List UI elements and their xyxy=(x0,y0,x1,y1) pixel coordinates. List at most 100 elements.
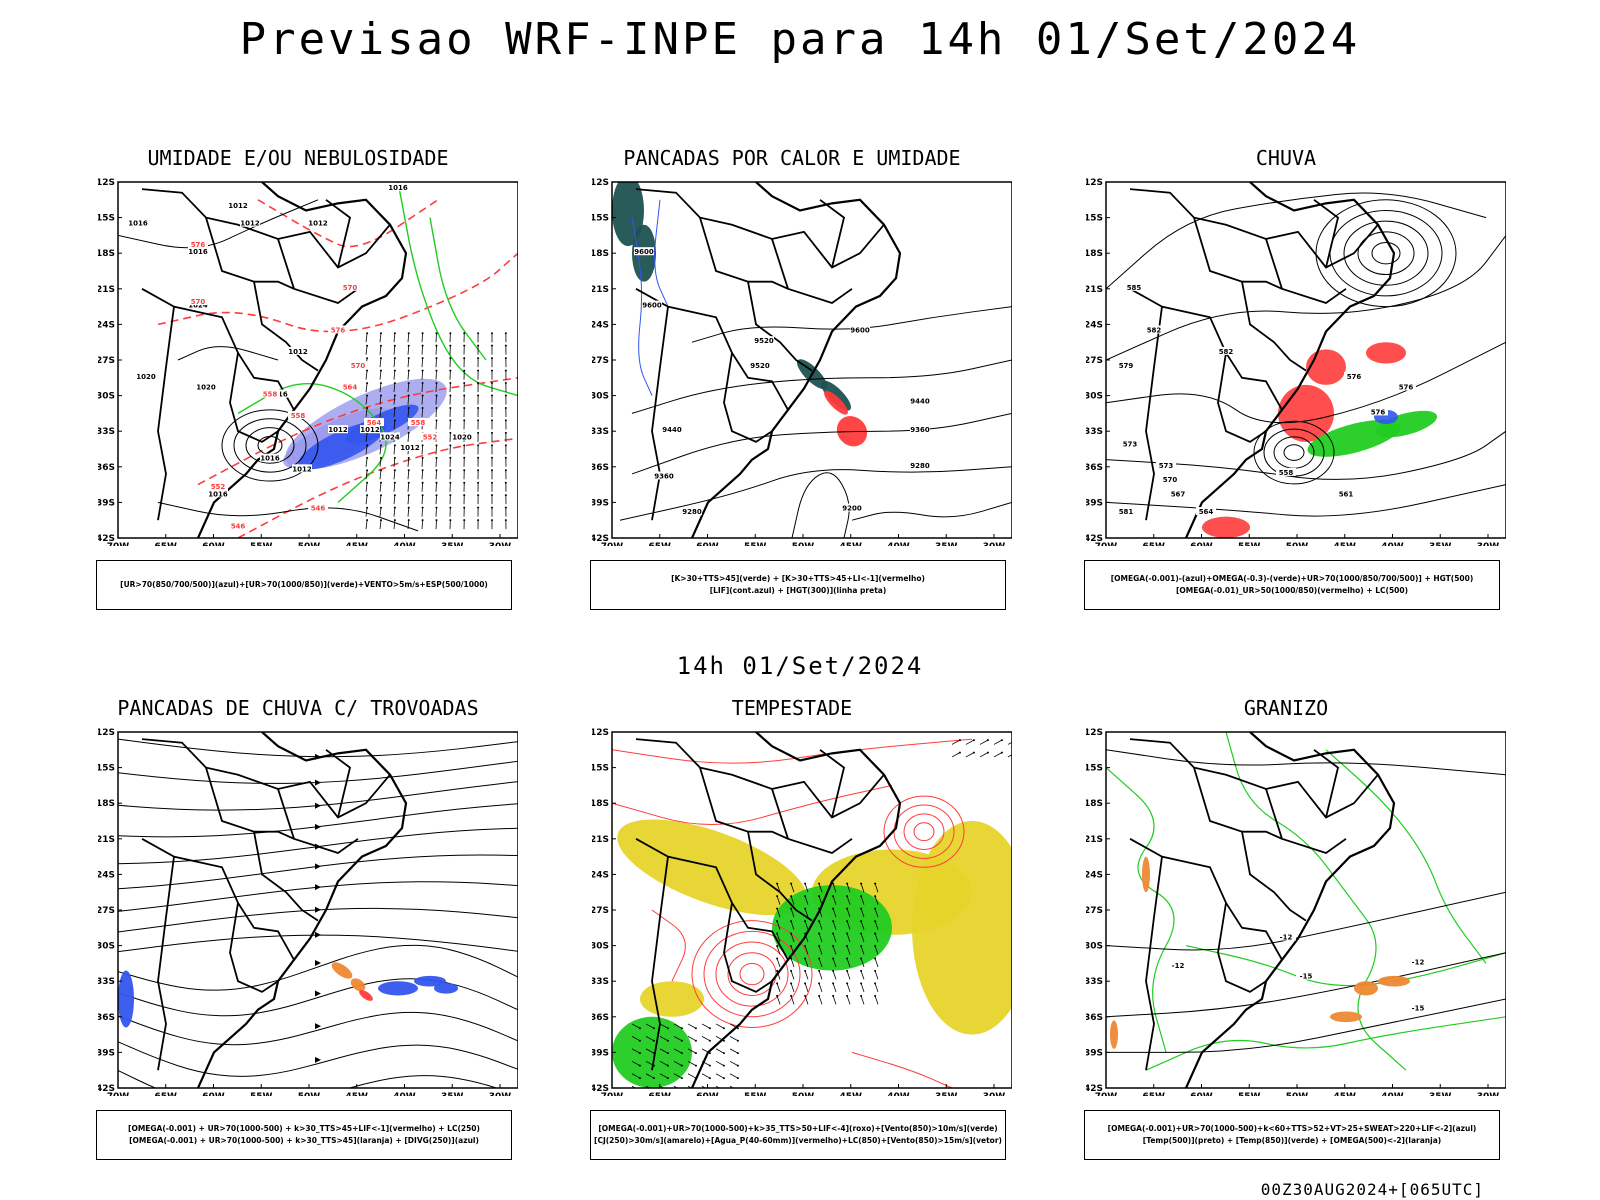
lc850-streamline xyxy=(739,962,765,986)
wind-vector xyxy=(393,370,396,380)
wind-vector-head xyxy=(818,994,821,997)
wind-vector-head xyxy=(379,344,382,347)
label-bg xyxy=(188,297,208,306)
legend-line: [OMEGA(-0.001) + UR>70(1000-500) + k>30_… xyxy=(128,1124,480,1133)
wind-vector xyxy=(846,983,851,993)
temp850-contour xyxy=(1145,1016,1506,1071)
label-bg xyxy=(196,382,216,391)
lon-label: 45W xyxy=(840,542,863,546)
wind-vector-head xyxy=(477,444,480,447)
wind-vector-head xyxy=(504,506,507,509)
lon-label: 60W xyxy=(1190,542,1213,546)
lat-label: 24S xyxy=(98,870,115,880)
wind-vector-head xyxy=(874,957,877,960)
pressure-label: 1012 xyxy=(288,348,308,356)
wind-vector xyxy=(860,970,865,980)
lc250-streamline xyxy=(118,978,518,1017)
wind-vector-head xyxy=(490,419,493,422)
lc250-streamline xyxy=(118,854,518,890)
wind-vector xyxy=(776,896,781,905)
wind-vector xyxy=(832,896,837,905)
label-bg xyxy=(188,247,208,256)
label-bg xyxy=(750,361,770,370)
wind-vector xyxy=(701,1085,707,1088)
country-border xyxy=(1217,352,1267,443)
low-humidity-contour xyxy=(429,217,487,361)
omega-ur-area xyxy=(1202,516,1250,538)
pressure-label: 1016 xyxy=(388,184,408,192)
wind-vector-head xyxy=(490,469,493,472)
wind-vector-head xyxy=(477,431,480,434)
wind-vector-head xyxy=(504,332,507,335)
wind-vector xyxy=(860,995,865,1005)
label-bg xyxy=(260,453,280,462)
wind-vector-head xyxy=(393,344,396,347)
wind-vector xyxy=(631,1048,641,1054)
country-border xyxy=(748,830,789,840)
country-border xyxy=(1145,856,1163,1071)
wind-vector-head xyxy=(818,957,821,960)
country-border xyxy=(1193,217,1307,372)
li-area xyxy=(824,390,848,415)
lon-label: 65W xyxy=(155,542,178,546)
lon-label: 35W xyxy=(935,542,958,546)
temp-label: -15 xyxy=(1300,973,1313,981)
wind-vector xyxy=(421,407,423,417)
wind-vector-head xyxy=(435,344,438,347)
temp-label: -12 xyxy=(1280,933,1293,941)
lat-label: 30S xyxy=(98,942,115,952)
wind-vector xyxy=(846,896,851,905)
wind-vector-head xyxy=(463,357,466,360)
wind-vector xyxy=(846,945,851,955)
lon-label: 55W xyxy=(1238,1092,1261,1096)
lc-streamline xyxy=(1106,235,1506,361)
wind-vector xyxy=(832,933,837,943)
pressure-label: 1020 xyxy=(196,383,216,391)
lon-label: 70W xyxy=(601,1092,624,1096)
lon-label: 65W xyxy=(1143,542,1166,546)
wind-vector xyxy=(776,995,781,1005)
wind-vector-head xyxy=(407,406,410,409)
lon-label: 55W xyxy=(250,542,273,546)
wind-vector xyxy=(659,1060,669,1066)
wind-vector xyxy=(421,520,423,530)
wind-vector xyxy=(993,752,1003,758)
wind-vector-head xyxy=(860,944,863,947)
label-bg xyxy=(348,361,368,370)
wind-vector xyxy=(631,1085,637,1088)
lat-label: 24S xyxy=(592,320,609,330)
wind-vector xyxy=(965,752,975,758)
label-bg xyxy=(188,240,208,249)
lc850-streamline xyxy=(691,920,813,1028)
wind-vector-head xyxy=(737,1090,739,1092)
lc850-streamline xyxy=(651,909,686,982)
wind-vector xyxy=(393,507,396,517)
wind-vector xyxy=(701,1023,711,1029)
wind-vector-head xyxy=(504,444,507,447)
wind-vector xyxy=(407,482,410,492)
lc850-streamline xyxy=(913,822,935,842)
lon-label: 40W xyxy=(887,542,910,546)
wind-vector xyxy=(673,1023,683,1029)
wind-vector-head xyxy=(407,494,410,497)
wind-vector-head xyxy=(393,494,396,497)
label-bg xyxy=(910,460,930,469)
wind-vector-head xyxy=(790,907,793,910)
lc250-streamline xyxy=(118,781,518,811)
lon-label: 45W xyxy=(346,542,369,546)
wind-vector-head xyxy=(504,456,507,459)
wind-vector-head xyxy=(504,406,507,409)
wind-vector-head xyxy=(818,895,821,898)
legend-line: [OMEGA(-0.001) + UR>70(1000-500) + k>30_… xyxy=(129,1136,479,1145)
lc850-streamline xyxy=(903,813,945,850)
wind-vector-head xyxy=(504,357,507,360)
label-bg xyxy=(364,418,384,427)
legend-chuva: [OMEGA(-0.001)-(azul)+OMEGA(-0.3)-(verde… xyxy=(1084,560,1500,610)
hgt-label: 570 xyxy=(1163,476,1178,484)
country-border xyxy=(325,749,352,818)
middle-title: 14h 01/Set/2024 xyxy=(676,652,924,680)
wind-vector xyxy=(860,883,865,893)
legend-line: [LIF](cont.azul) + [HGT(300)](linha pret… xyxy=(709,586,887,595)
wind-vector xyxy=(790,983,795,993)
wind-vector xyxy=(729,1073,739,1079)
